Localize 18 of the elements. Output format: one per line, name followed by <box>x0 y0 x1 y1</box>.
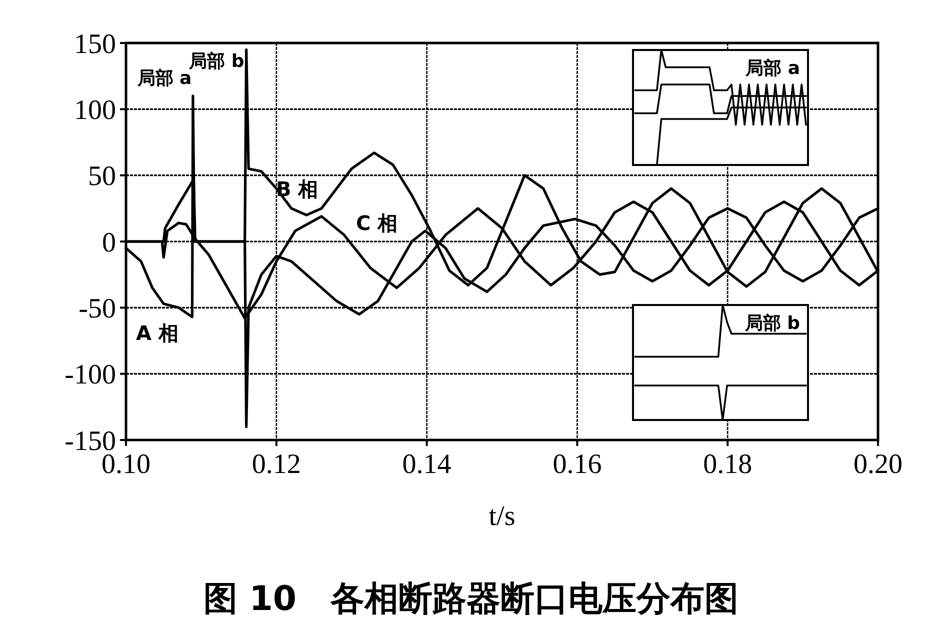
y-tick-label: 100 <box>74 94 116 126</box>
y-tick-label: -50 <box>78 293 116 324</box>
x-tick-label: 0.20 <box>854 449 902 480</box>
y-tick-label: 0 <box>102 227 116 258</box>
text: 局部 b <box>744 313 800 334</box>
x-tick-label: 0.18 <box>703 449 752 480</box>
x-axis-title: t/s <box>488 501 516 532</box>
text: 图 10 各相断路器断口电压分布图 <box>203 579 739 619</box>
series-label: A 相 <box>136 321 178 345</box>
series-label: C 相 <box>356 211 398 235</box>
y-tick-label: 150 <box>74 28 116 60</box>
x-tick-label: 0.16 <box>552 449 602 480</box>
y-tick-label: 50 <box>88 161 116 192</box>
y-tick-label: -100 <box>64 360 116 391</box>
x-tick-label: 0.12 <box>252 449 301 480</box>
x-tick-label: 0.14 <box>402 449 452 480</box>
text: 局部 a <box>744 58 800 79</box>
annotation: 局部 b <box>188 51 244 72</box>
